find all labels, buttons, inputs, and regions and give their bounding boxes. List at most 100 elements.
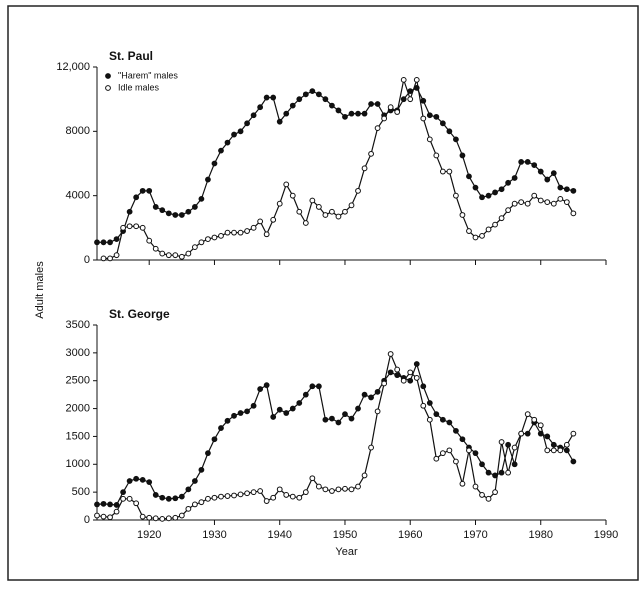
point bbox=[400, 76, 407, 83]
point bbox=[420, 383, 427, 390]
point bbox=[374, 125, 381, 132]
point bbox=[485, 226, 492, 233]
point bbox=[211, 436, 218, 443]
point bbox=[368, 444, 374, 451]
point bbox=[537, 422, 544, 429]
point bbox=[113, 252, 120, 259]
point bbox=[374, 101, 381, 107]
point bbox=[289, 493, 296, 500]
point bbox=[335, 107, 342, 114]
point bbox=[563, 199, 570, 206]
point bbox=[387, 369, 394, 376]
point bbox=[302, 91, 309, 98]
point bbox=[270, 414, 277, 420]
point bbox=[361, 391, 368, 398]
y-tick-label: 3000 bbox=[66, 347, 90, 359]
point bbox=[335, 486, 342, 493]
point bbox=[348, 110, 355, 117]
point bbox=[355, 483, 361, 490]
point bbox=[433, 152, 440, 159]
point bbox=[544, 447, 551, 454]
point bbox=[537, 168, 544, 175]
point bbox=[178, 253, 185, 260]
point bbox=[231, 492, 237, 499]
point bbox=[472, 450, 479, 457]
point bbox=[459, 480, 466, 487]
point bbox=[146, 237, 153, 244]
point bbox=[368, 150, 374, 157]
point bbox=[283, 181, 290, 188]
point bbox=[302, 391, 309, 398]
point bbox=[439, 168, 446, 175]
point bbox=[224, 417, 231, 424]
point bbox=[270, 216, 277, 223]
x-tick-label: 1980 bbox=[529, 529, 553, 541]
x-tick-label: 1930 bbox=[202, 529, 226, 541]
point bbox=[198, 466, 205, 473]
point bbox=[263, 498, 270, 504]
x-tick-label: 1960 bbox=[398, 529, 422, 541]
point bbox=[289, 192, 296, 199]
point bbox=[466, 173, 472, 180]
point bbox=[100, 500, 107, 507]
point bbox=[178, 212, 185, 218]
point bbox=[453, 192, 459, 199]
point bbox=[407, 369, 414, 376]
point bbox=[550, 200, 557, 207]
point bbox=[107, 239, 113, 246]
point bbox=[329, 415, 335, 422]
point bbox=[126, 208, 133, 215]
point bbox=[152, 492, 159, 498]
point bbox=[113, 236, 120, 242]
point bbox=[446, 419, 453, 426]
series-line bbox=[96, 362, 574, 506]
frame bbox=[7, 5, 639, 581]
x-tick-label: 1970 bbox=[463, 529, 487, 541]
point bbox=[218, 425, 224, 431]
point bbox=[505, 179, 512, 186]
point bbox=[159, 515, 166, 522]
point bbox=[570, 430, 577, 437]
point bbox=[276, 118, 283, 125]
point bbox=[335, 213, 342, 220]
point bbox=[407, 96, 414, 103]
point bbox=[479, 461, 485, 468]
point bbox=[152, 515, 159, 522]
x-axis-label: Year bbox=[335, 546, 358, 558]
point bbox=[492, 489, 498, 496]
point bbox=[531, 416, 538, 423]
point bbox=[205, 176, 211, 183]
point bbox=[394, 372, 401, 379]
point bbox=[152, 245, 159, 252]
point bbox=[563, 186, 570, 193]
point bbox=[453, 427, 459, 434]
point bbox=[309, 383, 316, 390]
point bbox=[531, 192, 538, 199]
legend-label: "Harem" males bbox=[118, 70, 178, 80]
point bbox=[439, 120, 446, 127]
point bbox=[257, 218, 264, 225]
point bbox=[394, 366, 401, 373]
point bbox=[361, 110, 368, 117]
point bbox=[570, 458, 577, 465]
point bbox=[94, 501, 100, 508]
legend-marker bbox=[105, 73, 111, 79]
point bbox=[263, 231, 270, 238]
point bbox=[231, 412, 237, 419]
point bbox=[446, 128, 453, 135]
point bbox=[348, 486, 355, 493]
point bbox=[94, 512, 100, 519]
point bbox=[270, 94, 277, 101]
point bbox=[355, 405, 361, 412]
point bbox=[361, 165, 368, 172]
point bbox=[550, 447, 557, 454]
point bbox=[107, 501, 113, 508]
point bbox=[479, 232, 485, 239]
point bbox=[257, 104, 264, 111]
point bbox=[133, 500, 140, 507]
point bbox=[492, 221, 498, 228]
point bbox=[544, 199, 551, 206]
point bbox=[159, 494, 166, 501]
point bbox=[485, 469, 492, 476]
